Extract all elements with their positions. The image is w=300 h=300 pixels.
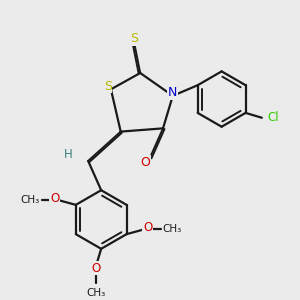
Text: H: H xyxy=(64,148,73,161)
Text: O: O xyxy=(143,221,152,234)
Text: O: O xyxy=(50,192,59,205)
Text: O: O xyxy=(140,156,150,169)
Text: CH₃: CH₃ xyxy=(87,288,106,298)
Text: S: S xyxy=(130,32,138,45)
Text: Cl: Cl xyxy=(267,111,279,124)
Text: N: N xyxy=(168,86,178,99)
Text: CH₃: CH₃ xyxy=(163,224,182,234)
Text: O: O xyxy=(92,262,101,275)
Text: S: S xyxy=(104,80,112,92)
Text: CH₃: CH₃ xyxy=(21,195,40,205)
